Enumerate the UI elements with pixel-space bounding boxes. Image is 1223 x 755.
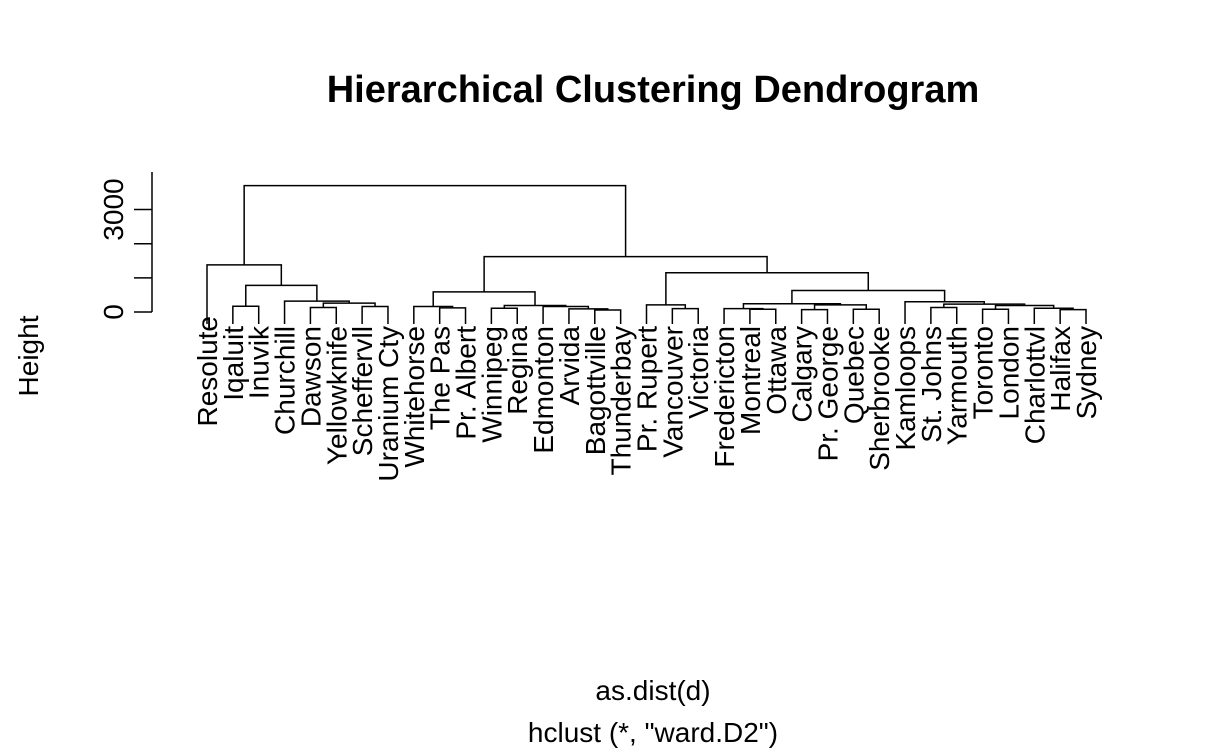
dendrogram-link — [232, 305, 260, 324]
y-tick-label: 3000 — [98, 178, 129, 240]
leaf-label: Uranium Cty — [373, 326, 404, 482]
dendrogram-link — [1059, 308, 1087, 324]
leaf-label: Churchill — [270, 326, 301, 435]
dendrogram-link — [742, 303, 842, 309]
leaf-label: Winnipeg — [476, 326, 507, 443]
leaf-label: Resolute — [192, 316, 223, 427]
leaf-label: Pr. George — [812, 326, 843, 461]
dendrogram-link — [723, 307, 764, 324]
leaf-label: Fredericton — [709, 326, 740, 468]
leaf-label: Pr. Rupert — [632, 326, 663, 452]
dendrogram-link — [309, 306, 338, 324]
dendrogram-link — [749, 308, 777, 324]
dendrogram-link — [542, 305, 590, 324]
dendrogram-link — [206, 264, 283, 324]
dendrogram-link — [671, 307, 699, 324]
leaf-label: Sherbrooke — [864, 326, 895, 471]
leaf-label: Quebec — [838, 326, 869, 424]
leaf-label: Dawson — [295, 326, 326, 427]
dendrogram-link — [1033, 307, 1074, 324]
leaf-label: Edmonton — [528, 326, 559, 454]
leaf-label: Arvida — [554, 326, 585, 406]
leaf-label: Regina — [502, 326, 533, 415]
leaf-label: Whitehorse — [399, 326, 430, 468]
leaf-label: Kamloops — [890, 326, 921, 451]
leaf-label: Yarmouth — [942, 326, 973, 445]
dendrogram-link — [361, 305, 389, 324]
plot-subtitle: hclust (*, "ward.D2") — [528, 717, 778, 748]
dendrogram-link — [483, 255, 768, 292]
dendrogram-link — [243, 184, 627, 265]
leaf-label: Montreal — [735, 326, 766, 435]
dendrogram-link — [283, 300, 350, 324]
y-axis-ticks: 0 3000 — [98, 178, 152, 320]
leaf-label: Pr. Albert — [451, 326, 482, 440]
dendrogram-link — [322, 302, 376, 308]
leaf-label: Inuvik — [244, 325, 275, 399]
leaf-label: Thunderbay — [606, 326, 637, 475]
chart-title: Hierarchical Clustering Dendrogram — [327, 69, 980, 111]
dendrogram-link — [904, 301, 985, 324]
dendrogram-link — [645, 304, 687, 324]
leaf-label: Yellowknife — [321, 326, 352, 465]
leaf-label: Victoria — [683, 326, 714, 419]
leaf-label: Sydney — [1071, 326, 1102, 419]
y-tick-label: 0 — [98, 304, 129, 320]
dendrogram-link — [413, 305, 454, 324]
dendrogram-link — [568, 308, 609, 324]
dendrogram-link — [490, 307, 518, 324]
leaf-label: Charlottvl — [1019, 326, 1050, 444]
dendrogram-link — [930, 306, 958, 324]
dendrogram-link — [432, 291, 536, 307]
leaf-label: Bagottville — [580, 326, 611, 455]
dendrogram-link — [245, 284, 318, 307]
leaf-label: Halifax — [1045, 326, 1076, 412]
dendrogram-link — [852, 308, 880, 324]
dendrogram-link — [594, 309, 622, 324]
dendrogram-link — [665, 271, 870, 305]
dendrogram-link — [791, 289, 946, 304]
leaf-labels: ResoluteIqaluitInuvikChurchillDawsonYell… — [192, 316, 1102, 482]
dendrogram-link — [438, 307, 467, 324]
x-axis-label: as.dist(d) — [595, 675, 710, 706]
leaf-label: Vancouver — [657, 326, 688, 458]
dendrogram-link — [981, 308, 1010, 324]
leaf-label: St. Johns — [916, 326, 947, 443]
leaf-label: The Pas — [425, 326, 456, 430]
leaf-label: Toronto — [968, 326, 999, 419]
dendrogram-links — [206, 184, 1087, 324]
leaf-label: Calgary — [787, 326, 818, 422]
leaf-label: Ottawa — [761, 326, 792, 415]
leaf-label: Scheffervll — [347, 326, 378, 456]
leaf-label: Iqaluit — [218, 326, 249, 401]
dendrogram-link — [800, 308, 829, 324]
leaf-label: London — [993, 326, 1024, 419]
y-axis-label: Height — [13, 315, 44, 396]
